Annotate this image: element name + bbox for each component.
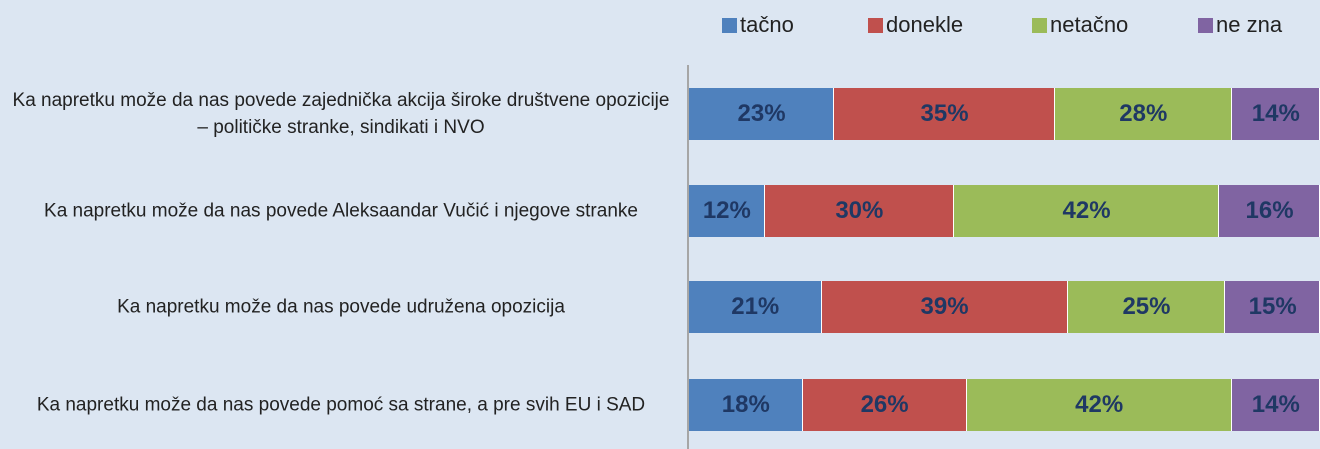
legend-label: ne zna — [1216, 12, 1283, 37]
value-label: 18% — [721, 391, 770, 418]
value-label: 25% — [1122, 293, 1171, 320]
bar-segment — [802, 379, 967, 431]
bar-segment — [1067, 281, 1226, 333]
value-label: 14% — [1251, 100, 1300, 127]
bar-segment — [689, 185, 765, 237]
value-label: 21% — [731, 293, 780, 320]
bar-segment — [834, 88, 1055, 140]
value-label: 39% — [920, 293, 969, 320]
value-label: 16% — [1245, 197, 1294, 224]
bar-segment — [821, 281, 1068, 333]
bar-segment — [689, 281, 822, 333]
bar-segment — [1225, 281, 1320, 333]
value-label: 14% — [1251, 391, 1300, 418]
bar-segment — [689, 379, 803, 431]
value-label: 26% — [860, 391, 909, 418]
value-label: 15% — [1248, 293, 1297, 320]
bar-segment — [966, 379, 1232, 431]
legend-label: donekle — [886, 12, 964, 37]
bar-segment — [1219, 185, 1320, 237]
value-label: 35% — [920, 100, 969, 127]
bar-segment — [689, 88, 835, 140]
value-label: 42% — [1062, 197, 1111, 224]
category-label: Ka napretku može da nas povede pomoć sa … — [36, 394, 646, 416]
category-label: Ka napretku može da nas povede udružena … — [117, 296, 565, 318]
bar-segment — [764, 185, 955, 237]
value-label: 28% — [1119, 100, 1168, 127]
legend-label: netačno — [1050, 12, 1129, 37]
value-label: 23% — [737, 100, 786, 127]
legend-swatch — [1032, 18, 1047, 33]
value-label: 12% — [702, 197, 751, 224]
axis-line — [687, 65, 689, 449]
value-label: 42% — [1075, 391, 1124, 418]
value-label: 30% — [835, 197, 884, 224]
category-label: Ka napretku može da nas povede Aleksaand… — [44, 200, 638, 222]
category-label: Ka napretku može da nas povede zajedničk… — [12, 90, 670, 138]
bar-segment — [1231, 379, 1320, 431]
legend-swatch — [722, 18, 737, 33]
legend-label: tačno — [740, 12, 794, 37]
legend-swatch — [1198, 18, 1213, 33]
bar-segment — [1231, 88, 1320, 140]
bar-segment — [1054, 88, 1232, 140]
legend-swatch — [868, 18, 883, 33]
bar-segment — [954, 185, 1220, 237]
